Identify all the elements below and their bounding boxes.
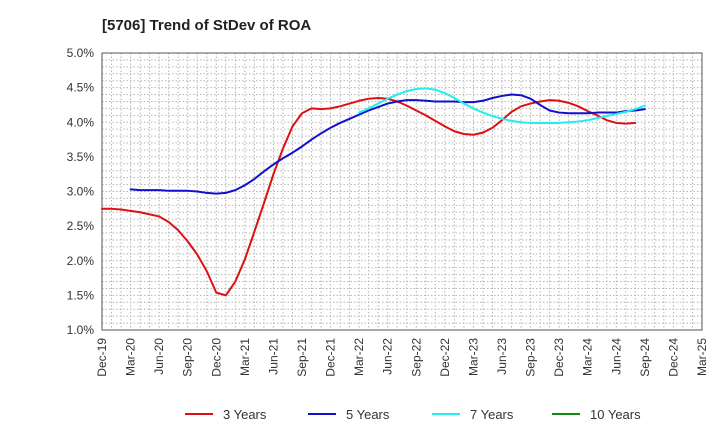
x-tick-label: Jun-23 <box>495 338 509 375</box>
series-line-5-years <box>129 93 646 195</box>
y-tick-label: 4.0% <box>67 115 95 129</box>
y-tick-label: 3.5% <box>67 150 95 164</box>
series-group <box>101 87 646 297</box>
x-tick-label: Mar-20 <box>124 338 138 376</box>
x-tick-label: Sep-24 <box>638 338 652 377</box>
y-tick-label: 5.0% <box>67 46 95 60</box>
x-tick-label: Dec-19 <box>95 338 109 377</box>
x-tick-label: Mar-22 <box>352 338 366 376</box>
legend-label-5-years: 5 Years <box>346 407 390 422</box>
y-tick-label: 2.0% <box>67 254 95 268</box>
legend: 3 Years 5 Years 7 Years 10 Years <box>185 407 641 422</box>
y-axis: 1.0% 1.5% 2.0% 2.5% 3.0% 3.5% 4.0% 4.5% 5.0% <box>67 46 95 337</box>
x-tick-label: Sep-23 <box>524 338 538 377</box>
x-tick-label: Mar-21 <box>238 338 252 376</box>
legend-label-3-years: 3 Years <box>223 407 267 422</box>
legend-label-7-years: 7 Years <box>470 407 514 422</box>
y-tick-label: 3.0% <box>67 185 95 199</box>
legend-label-10-years: 10 Years <box>590 407 641 422</box>
x-tick-label: Jun-20 <box>152 338 166 375</box>
x-tick-label: Mar-25 <box>695 338 709 376</box>
y-tick-label: 1.5% <box>67 288 95 302</box>
x-tick-label: Jun-22 <box>381 338 395 375</box>
x-tick-label: Mar-23 <box>466 338 480 376</box>
grid <box>102 53 702 330</box>
series-line-7-years <box>358 87 646 124</box>
x-tick-label: Dec-22 <box>438 338 452 377</box>
x-tick-label: Dec-21 <box>324 338 338 377</box>
x-tick-label: Mar-24 <box>581 338 595 376</box>
x-tick-label: Sep-22 <box>409 338 423 377</box>
y-tick-label: 2.5% <box>67 219 95 233</box>
x-tick-label: Dec-20 <box>209 338 223 377</box>
x-tick-label: Dec-23 <box>552 338 566 377</box>
x-axis: Dec-19 Mar-20 Jun-20 Sep-20 Dec-20 Mar-21 Jun-… <box>95 338 709 377</box>
series-line-3-years <box>101 97 637 297</box>
plot-area <box>101 52 703 331</box>
x-tick-label: Sep-20 <box>181 338 195 377</box>
chart-title: [5706] Trend of StDev of ROA <box>102 17 311 34</box>
x-tick-label: Dec-24 <box>666 338 680 377</box>
x-tick-label: Jun-21 <box>266 338 280 375</box>
x-tick-label: Sep-21 <box>295 338 309 377</box>
y-tick-label: 1.0% <box>67 323 95 337</box>
x-tick-label: Jun-24 <box>609 338 623 375</box>
y-tick-label: 4.5% <box>67 81 95 95</box>
